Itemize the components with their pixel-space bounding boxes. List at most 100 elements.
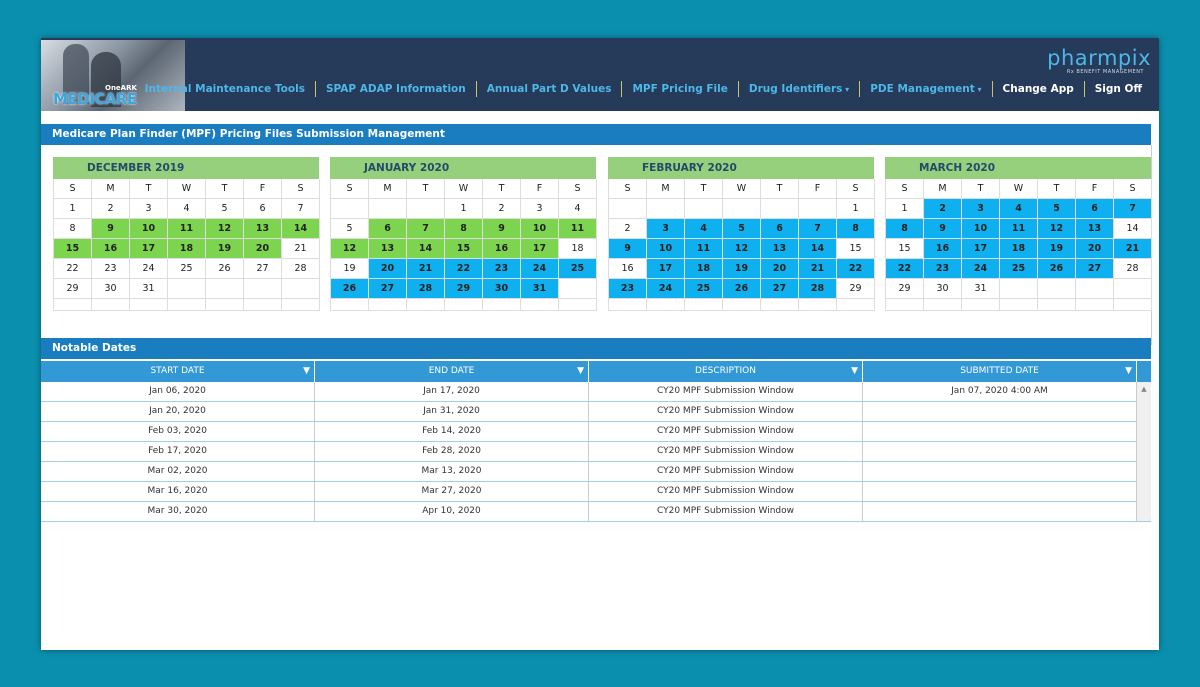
table-row[interactable]: Mar 02, 2020 Mar 13, 2020 CY20 MPF Submiss… <box>41 462 1151 482</box>
day-cell[interactable]: 5 <box>1038 199 1076 219</box>
day-cell[interactable]: 25 <box>168 259 206 279</box>
day-cell[interactable]: 15 <box>445 239 483 259</box>
table-row[interactable]: Feb 03, 2020 Feb 14, 2020 CY20 MPF Submiss… <box>41 422 1151 442</box>
day-cell[interactable]: 8 <box>54 219 92 239</box>
day-cell[interactable]: 21 <box>407 259 445 279</box>
day-cell[interactable]: 20 <box>244 239 282 259</box>
day-cell[interactable]: 25 <box>1000 259 1038 279</box>
day-cell[interactable]: 23 <box>609 279 647 299</box>
day-cell[interactable]: 9 <box>924 219 962 239</box>
day-cell[interactable]: 17 <box>962 239 1000 259</box>
day-cell[interactable]: 31 <box>521 279 559 299</box>
day-cell[interactable]: 14 <box>407 239 445 259</box>
day-cell[interactable]: 8 <box>886 219 924 239</box>
day-cell[interactable]: 27 <box>1076 259 1114 279</box>
day-cell[interactable]: 22 <box>445 259 483 279</box>
filter-icon[interactable]: ▼ <box>851 366 858 376</box>
nav-link[interactable]: Internal Maintenance Tools <box>144 83 305 95</box>
day-cell[interactable]: 3 <box>647 219 685 239</box>
day-cell[interactable]: 28 <box>1114 259 1152 279</box>
day-cell[interactable]: 19 <box>206 239 244 259</box>
day-cell[interactable]: 11 <box>1000 219 1038 239</box>
nav-action[interactable]: Change App <box>1002 83 1074 95</box>
day-cell[interactable]: 8 <box>445 219 483 239</box>
day-cell[interactable]: 18 <box>168 239 206 259</box>
day-cell[interactable]: 18 <box>1000 239 1038 259</box>
day-cell[interactable]: 19 <box>1038 239 1076 259</box>
day-cell[interactable]: 5 <box>723 219 761 239</box>
day-cell[interactable]: 19 <box>723 259 761 279</box>
day-cell[interactable]: 23 <box>924 259 962 279</box>
day-cell[interactable]: 24 <box>130 259 168 279</box>
nav-link[interactable]: Annual Part D Values <box>486 83 612 95</box>
day-cell[interactable]: 1 <box>54 199 92 219</box>
day-cell[interactable]: 31 <box>130 279 168 299</box>
day-cell[interactable]: 3 <box>521 199 559 219</box>
day-cell[interactable]: 5 <box>331 219 369 239</box>
day-cell[interactable]: 26 <box>1038 259 1076 279</box>
day-cell[interactable]: 1 <box>837 199 875 219</box>
day-cell[interactable]: 6 <box>369 219 407 239</box>
day-cell[interactable]: 20 <box>369 259 407 279</box>
day-cell[interactable]: 6 <box>761 219 799 239</box>
day-cell[interactable]: 9 <box>609 239 647 259</box>
day-cell[interactable]: 2 <box>92 199 130 219</box>
day-cell[interactable]: 10 <box>647 239 685 259</box>
column-header[interactable]: DESCRIPTION ▼ <box>589 361 863 382</box>
filter-icon[interactable]: ▼ <box>303 366 310 376</box>
day-cell[interactable]: 29 <box>837 279 875 299</box>
day-cell[interactable]: 23 <box>92 259 130 279</box>
day-cell[interactable]: 23 <box>483 259 521 279</box>
day-cell[interactable]: 2 <box>609 219 647 239</box>
day-cell[interactable]: 14 <box>282 219 320 239</box>
day-cell[interactable]: 1 <box>886 199 924 219</box>
day-cell[interactable]: 7 <box>799 219 837 239</box>
nav-action[interactable]: Sign Off <box>1094 83 1142 95</box>
day-cell[interactable]: 28 <box>799 279 837 299</box>
day-cell[interactable]: 14 <box>1114 219 1152 239</box>
day-cell[interactable]: 3 <box>962 199 1000 219</box>
day-cell[interactable]: 7 <box>1114 199 1152 219</box>
column-header[interactable]: START DATE ▼ <box>41 361 315 382</box>
day-cell[interactable]: 28 <box>282 259 320 279</box>
day-cell[interactable]: 10 <box>521 219 559 239</box>
day-cell[interactable]: 25 <box>559 259 597 279</box>
day-cell[interactable]: 18 <box>559 239 597 259</box>
day-cell[interactable]: 22 <box>837 259 875 279</box>
nav-link[interactable]: MPF Pricing File <box>632 83 728 95</box>
day-cell[interactable]: 24 <box>521 259 559 279</box>
day-cell[interactable]: 22 <box>886 259 924 279</box>
nav-link[interactable]: SPAP ADAP Information <box>325 83 466 95</box>
column-header[interactable]: SUBMITTED DATE ▼ <box>863 361 1137 382</box>
day-cell[interactable]: 8 <box>837 219 875 239</box>
day-cell[interactable]: 2 <box>483 199 521 219</box>
day-cell[interactable]: 28 <box>407 279 445 299</box>
table-row[interactable]: Mar 16, 2020 Mar 27, 2020 CY20 MPF Submiss… <box>41 482 1151 502</box>
day-cell[interactable]: 3 <box>130 199 168 219</box>
day-cell[interactable]: 10 <box>130 219 168 239</box>
table-row[interactable]: Mar 30, 2020 Apr 10, 2020 CY20 MPF Submiss… <box>41 502 1151 522</box>
day-cell[interactable]: 2 <box>924 199 962 219</box>
day-cell[interactable]: 9 <box>483 219 521 239</box>
day-cell[interactable]: 6 <box>1076 199 1114 219</box>
filter-icon[interactable]: ▼ <box>1125 366 1132 376</box>
day-cell[interactable]: 29 <box>54 279 92 299</box>
table-row[interactable]: Jan 20, 2020 Jan 31, 2020 CY20 MPF Submiss… <box>41 402 1151 422</box>
day-cell[interactable]: 17 <box>647 259 685 279</box>
day-cell[interactable]: 14 <box>799 239 837 259</box>
table-row[interactable]: Feb 17, 2020 Feb 28, 2020 CY20 MPF Submiss… <box>41 442 1151 462</box>
day-cell[interactable]: 13 <box>761 239 799 259</box>
day-cell[interactable]: 20 <box>1076 239 1114 259</box>
day-cell[interactable]: 7 <box>407 219 445 239</box>
day-cell[interactable]: 22 <box>54 259 92 279</box>
day-cell[interactable]: 17 <box>130 239 168 259</box>
day-cell[interactable]: 1 <box>445 199 483 219</box>
day-cell[interactable]: 4 <box>168 199 206 219</box>
day-cell[interactable]: 24 <box>962 259 1000 279</box>
day-cell[interactable]: 27 <box>761 279 799 299</box>
day-cell[interactable]: 13 <box>369 239 407 259</box>
day-cell[interactable]: 16 <box>483 239 521 259</box>
day-cell[interactable]: 26 <box>206 259 244 279</box>
day-cell[interactable]: 11 <box>559 219 597 239</box>
day-cell[interactable]: 26 <box>331 279 369 299</box>
